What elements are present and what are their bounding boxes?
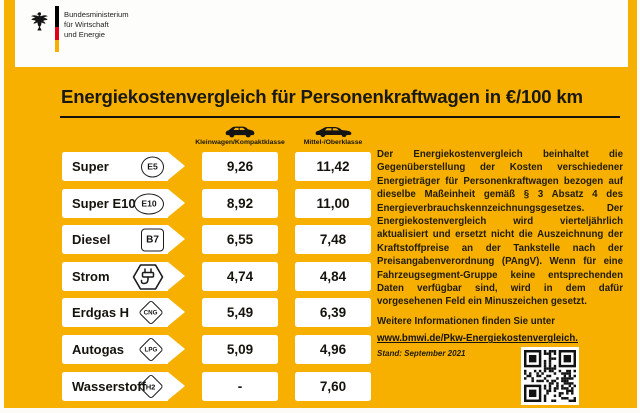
table-row-wasserstoff: Wasserstoff H2 - 7,60: [0, 372, 640, 401]
fuel-badge-e5: E5: [141, 156, 164, 177]
value-cell: 8,92: [202, 189, 278, 218]
value-cell: 5,49: [202, 298, 278, 327]
legal-paragraph: Der Energiekostenvergleich beinhaltet di…: [377, 149, 623, 308]
fuel-name: Erdgas H: [72, 305, 130, 320]
page-title: Energiekostenvergleich für Personenkraft…: [61, 86, 583, 107]
value-cell: 4,74: [202, 262, 278, 291]
more-info-label: Weitere Informationen finden Sie unter: [377, 315, 555, 327]
value-cell: 9,26: [202, 152, 278, 181]
fuel-label-box: Diesel B7: [62, 225, 185, 254]
table-row-strom: Strom 4,74 4,84: [0, 262, 640, 291]
table-row-super-e10: Super E10 E10 8,92 11,00: [0, 189, 640, 218]
fuel-name: Wasserstoff: [72, 379, 146, 394]
value-cell: -: [202, 372, 278, 401]
fuel-label-box: Strom: [62, 262, 185, 291]
fuel-name: Super E10: [72, 196, 136, 211]
bmwi-link[interactable]: www.bmwi.de/Pkw-Energiekostenvergleich.: [377, 333, 578, 345]
title-underline: [60, 116, 620, 118]
ministry-line-2: für Wirtschaft: [64, 19, 109, 29]
fuel-badge-b7: B7: [141, 228, 164, 251]
fuel-name: Autogas: [72, 342, 124, 357]
qr-code-icon: [521, 347, 579, 405]
value-cell: 11,00: [295, 189, 371, 218]
table-row-erdgas: Erdgas H CNG 5,49 6,39: [0, 298, 640, 327]
fuel-badge-cng: CNG: [137, 299, 164, 326]
column-label: Kleinwagen/Kompaktklasse: [195, 139, 285, 146]
compact-car-icon: [225, 122, 255, 138]
fuel-label-box: Autogas LPG: [62, 335, 185, 364]
fuel-name: Strom: [72, 269, 110, 284]
power-plug-icon: [132, 263, 164, 290]
table-row-super: Super E5 9,26 11,42: [0, 152, 640, 181]
fuel-label-box: Super E5: [62, 152, 185, 181]
date-stamp: Stand: September 2021: [377, 349, 466, 358]
fuel-name: Super: [72, 159, 109, 174]
value-cell: 6,55: [202, 225, 278, 254]
german-flag-stripe-icon: [55, 6, 59, 52]
column-label: Mittel-/Oberklasse: [303, 139, 363, 146]
fuel-badge-lpg: LPG: [137, 336, 164, 363]
fuel-label-box: Wasserstoff H2: [62, 372, 185, 401]
federal-eagle-icon: [31, 12, 48, 31]
value-cell: 5,09: [202, 335, 278, 364]
table-row-autogas: Autogas LPG 5,09 4,96: [0, 335, 640, 364]
fuel-label-box: Super E10 E10: [62, 189, 185, 218]
column-header-oberklasse: Mittel-/Oberklasse: [295, 122, 371, 146]
fuel-label-box: Erdgas H CNG: [62, 298, 185, 327]
fuel-badge-e10: E10: [134, 193, 164, 214]
sedan-car-icon: [315, 122, 352, 138]
ministry-line-3: und Energie: [64, 29, 105, 39]
header-band: [15, 0, 628, 67]
fuel-name: Diesel: [72, 232, 111, 247]
ministry-line-1: Bundesministerium: [64, 10, 129, 19]
value-cell: 4,84: [295, 262, 371, 291]
value-cell: 7,48: [295, 225, 371, 254]
value-cell: 4,96: [295, 335, 371, 364]
value-cell: 11,42: [295, 152, 371, 181]
value-cell: 6,39: [295, 298, 371, 327]
table-row-diesel: Diesel B7 6,55 7,48: [0, 225, 640, 254]
info-panel: Der Energiekostenvergleich beinhaltet di…: [377, 148, 623, 346]
fuel-badge-h2: H2: [137, 373, 164, 400]
column-header-kleinwagen: Kleinwagen/Kompaktklasse: [195, 122, 285, 146]
ministry-name: Bundesministerium für Wirtschaft und Ene…: [64, 10, 129, 39]
value-cell: 7,60: [295, 372, 371, 401]
